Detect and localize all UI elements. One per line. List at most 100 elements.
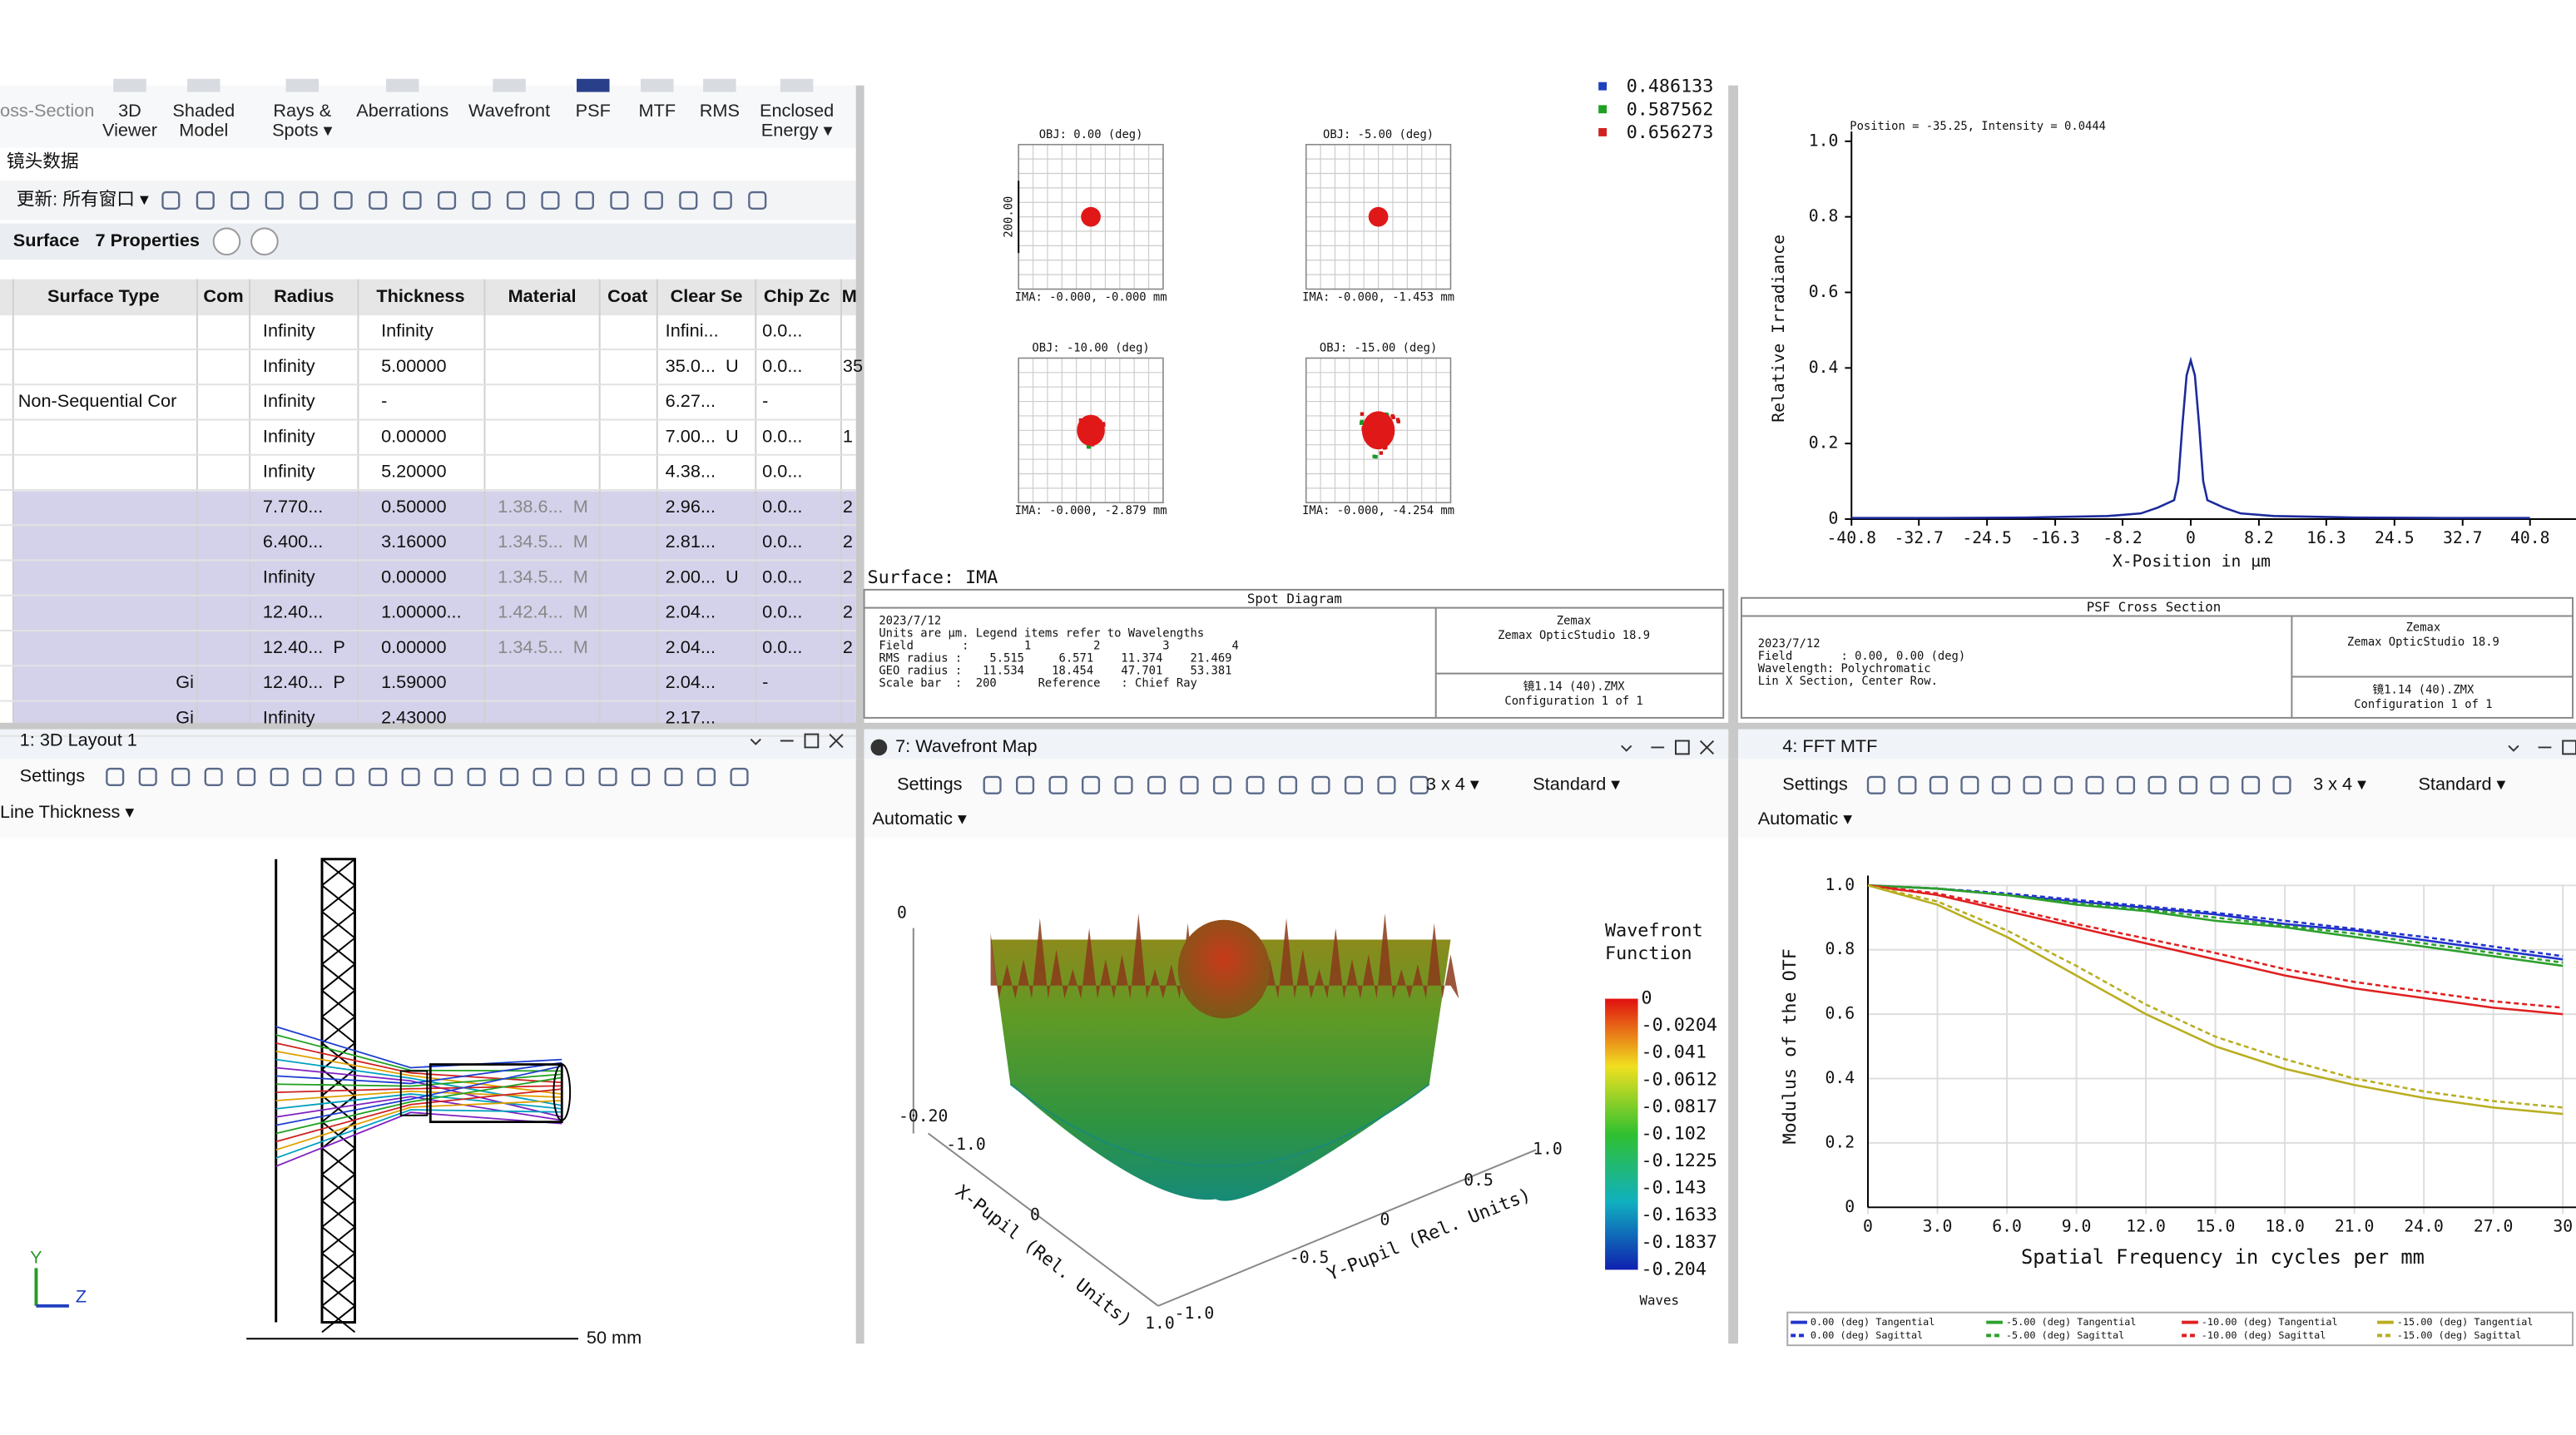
- toolbar-icon[interactable]: [171, 767, 191, 787]
- mode-dropdown[interactable]: Standard ▾: [2418, 774, 2505, 794]
- toolbar-icon[interactable]: [748, 191, 767, 210]
- ribbon-button[interactable]: 3D: [118, 100, 141, 121]
- ribbon-icon[interactable]: [285, 78, 320, 92]
- cell[interactable]: Gi: [176, 671, 194, 692]
- cell[interactable]: 2: [843, 496, 853, 517]
- toolbar-icon[interactable]: [2116, 775, 2136, 794]
- cell[interactable]: 1.34.5... M: [498, 566, 588, 586]
- toolbar-icon[interactable]: [664, 767, 683, 787]
- toolbar-icon[interactable]: [1866, 775, 1885, 794]
- toolbar-icon[interactable]: [610, 191, 629, 210]
- ribbon-button[interactable]: Spots ▾: [272, 120, 333, 141]
- cell[interactable]: 0.0...: [762, 355, 802, 376]
- toolbar-icon[interactable]: [1898, 775, 1917, 794]
- toolbar-icon[interactable]: [713, 191, 732, 210]
- toolbar-icon[interactable]: [730, 767, 749, 787]
- layout-dropdown[interactable]: 3 x 4 ▾: [2313, 774, 2366, 794]
- toolbar-icon[interactable]: [1311, 775, 1330, 794]
- ribbon-icon[interactable]: [187, 78, 220, 92]
- cell[interactable]: 12.40...: [263, 601, 323, 622]
- cell[interactable]: 1.34.5... M: [498, 531, 588, 552]
- toolbar-icon[interactable]: [1180, 775, 1199, 794]
- cell[interactable]: 6.27...: [666, 390, 716, 411]
- cell[interactable]: 3.16000: [381, 531, 446, 552]
- toolbar-icon[interactable]: [1082, 775, 1101, 794]
- toolbar-icon[interactable]: [575, 191, 594, 210]
- toolbar-icon[interactable]: [472, 191, 491, 210]
- cell[interactable]: Infinity: [263, 390, 315, 411]
- cell[interactable]: 7.770...: [263, 496, 323, 517]
- toolbar-icon[interactable]: [2085, 775, 2104, 794]
- cell[interactable]: 1.34.5... M: [498, 636, 588, 657]
- toolbar-icon[interactable]: [369, 767, 388, 787]
- toolbar-icon[interactable]: [434, 767, 453, 787]
- toolbar-icon[interactable]: [1409, 775, 1429, 794]
- toolbar-icon[interactable]: [2053, 775, 2073, 794]
- cell[interactable]: 0.0...: [762, 425, 802, 446]
- toolbar-icon[interactable]: [1016, 775, 1035, 794]
- nav-button[interactable]: [250, 227, 279, 256]
- window-control[interactable]: [750, 733, 844, 749]
- window-control[interactable]: [1621, 740, 1715, 755]
- cell[interactable]: Infinity: [263, 320, 315, 341]
- cell[interactable]: 0.0...: [762, 636, 802, 657]
- layout-dropdown[interactable]: 3 x 4 ▾: [1426, 774, 1479, 794]
- ribbon-icon[interactable]: [493, 78, 526, 92]
- toolbar-icon[interactable]: [679, 191, 698, 210]
- toolbar-icon[interactable]: [506, 191, 526, 210]
- settings-button[interactable]: Settings: [897, 774, 963, 794]
- ribbon-button[interactable]: RMS: [700, 100, 740, 121]
- ribbon-button[interactable]: Viewer: [102, 120, 157, 141]
- settings-button[interactable]: Settings: [20, 765, 86, 786]
- cell[interactable]: 2.43000: [381, 706, 446, 727]
- cell[interactable]: 5.00000: [381, 355, 446, 376]
- toolbar-icon[interactable]: [533, 767, 552, 787]
- toolbar-icon[interactable]: [1377, 775, 1396, 794]
- ribbon-button[interactable]: oss-Section: [0, 100, 94, 121]
- ribbon-icon[interactable]: [577, 78, 610, 92]
- cell[interactable]: 2.00... U: [666, 566, 739, 586]
- toolbar-icon[interactable]: [237, 767, 256, 787]
- cell[interactable]: 5.20000: [381, 461, 446, 482]
- toolbar-icon[interactable]: [1991, 775, 2010, 794]
- ribbon-button[interactable]: Rays &: [273, 100, 331, 121]
- window-control[interactable]: [2508, 740, 2576, 755]
- toolbar-icon[interactable]: [1929, 775, 1948, 794]
- ribbon-button[interactable]: PSF: [576, 100, 611, 121]
- cell[interactable]: Infinity: [263, 706, 315, 727]
- settings-button[interactable]: Settings: [1782, 774, 1848, 794]
- toolbar-icon[interactable]: [2147, 775, 2167, 794]
- toolbar-icon[interactable]: [403, 191, 422, 210]
- cell[interactable]: 2.81...: [666, 531, 716, 552]
- toolbar-icon[interactable]: [438, 191, 457, 210]
- cell[interactable]: 2.04...: [666, 671, 716, 692]
- ribbon-button[interactable]: Energy ▾: [761, 120, 833, 141]
- ribbon-button[interactable]: Shaded: [172, 100, 235, 121]
- update-dropdown[interactable]: 更新: 所有窗口 ▾: [17, 189, 149, 210]
- cell[interactable]: Infinity: [263, 425, 315, 446]
- cell[interactable]: Infini...: [666, 320, 719, 341]
- ribbon-button[interactable]: Wavefront: [468, 100, 550, 121]
- toolbar-icon[interactable]: [401, 767, 420, 787]
- cell[interactable]: -: [762, 390, 768, 411]
- toolbar-icon[interactable]: [541, 191, 560, 210]
- cell[interactable]: Infinity: [381, 320, 433, 341]
- cell[interactable]: 2.17...: [666, 706, 716, 727]
- cell[interactable]: 2: [843, 531, 853, 552]
- toolbar-icon[interactable]: [265, 191, 284, 210]
- cell[interactable]: Non-Sequential Cor: [18, 390, 177, 411]
- toolbar-icon[interactable]: [1246, 775, 1265, 794]
- toolbar-icon[interactable]: [1344, 775, 1364, 794]
- cell[interactable]: Infinity: [263, 355, 315, 376]
- cell[interactable]: 0.00000: [381, 566, 446, 586]
- cell[interactable]: 0.0...: [762, 461, 802, 482]
- toolbar-icon[interactable]: [1960, 775, 1979, 794]
- toolbar-icon[interactable]: [644, 191, 663, 210]
- cell[interactable]: 0.0...: [762, 531, 802, 552]
- cell[interactable]: 1: [843, 425, 853, 446]
- toolbar-icon[interactable]: [300, 191, 319, 210]
- ribbon-icon[interactable]: [113, 78, 146, 92]
- cell[interactable]: 35: [843, 355, 863, 376]
- properties-label[interactable]: 7 Properties: [96, 230, 200, 250]
- toolbar-icon[interactable]: [566, 767, 585, 787]
